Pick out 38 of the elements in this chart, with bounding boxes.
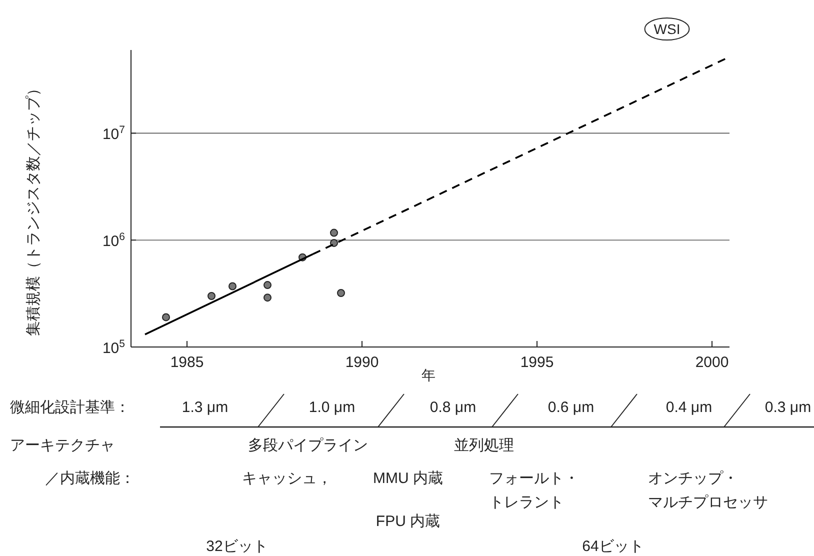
- point: [330, 228, 338, 237]
- text: 0.8 μm: [430, 399, 476, 416]
- text: ／内蔵機能：: [45, 470, 135, 487]
- point: [264, 281, 272, 290]
- text: WSI: [654, 21, 680, 37]
- text: 微細化設計基準：: [10, 399, 130, 416]
- text: FPU 内蔵: [376, 513, 440, 530]
- text: 1.3 μm: [182, 399, 228, 416]
- y-tick-label: 10$^{5}$: [102, 338, 126, 357]
- text: 1.0 μm: [308, 399, 356, 416]
- point: [264, 294, 272, 302]
- text: 32ビット: [206, 538, 268, 555]
- text: 0.6 μm: [548, 399, 594, 416]
- point: [337, 288, 345, 297]
- point: [208, 292, 216, 300]
- x-tick-label: 2000: [695, 354, 729, 371]
- y-axis-title: 集積規模（トランジスタ数／チップ）: [25, 81, 42, 336]
- y-tick-label: 10$^{6}$: [102, 231, 126, 250]
- text: 多段パイプライン: [248, 437, 368, 454]
- text: 0.3 μm: [764, 399, 812, 416]
- point: [228, 282, 236, 290]
- x-tick-label: 1995: [520, 354, 554, 371]
- text: 並列処理: [454, 437, 514, 454]
- y-tick-label: 10$^{7}$: [102, 124, 126, 144]
- x-tick-label: 1985: [170, 354, 204, 371]
- x-tick-label: 1990: [345, 354, 379, 371]
- text: トレラント: [489, 494, 564, 511]
- point: [330, 238, 338, 247]
- text: キャッシュ，: [242, 470, 332, 487]
- text: マルチプロセッサ: [648, 494, 768, 511]
- text: MMU 内蔵: [373, 470, 443, 487]
- text: 64ビット: [582, 538, 644, 555]
- text: 0.4 μm: [666, 399, 712, 416]
- point: [162, 313, 170, 322]
- text: オンチップ・: [648, 470, 738, 487]
- text: アーキテクチャ: [10, 437, 115, 454]
- x-axis-title: 年: [421, 367, 436, 383]
- text: フォールト・: [489, 470, 579, 487]
